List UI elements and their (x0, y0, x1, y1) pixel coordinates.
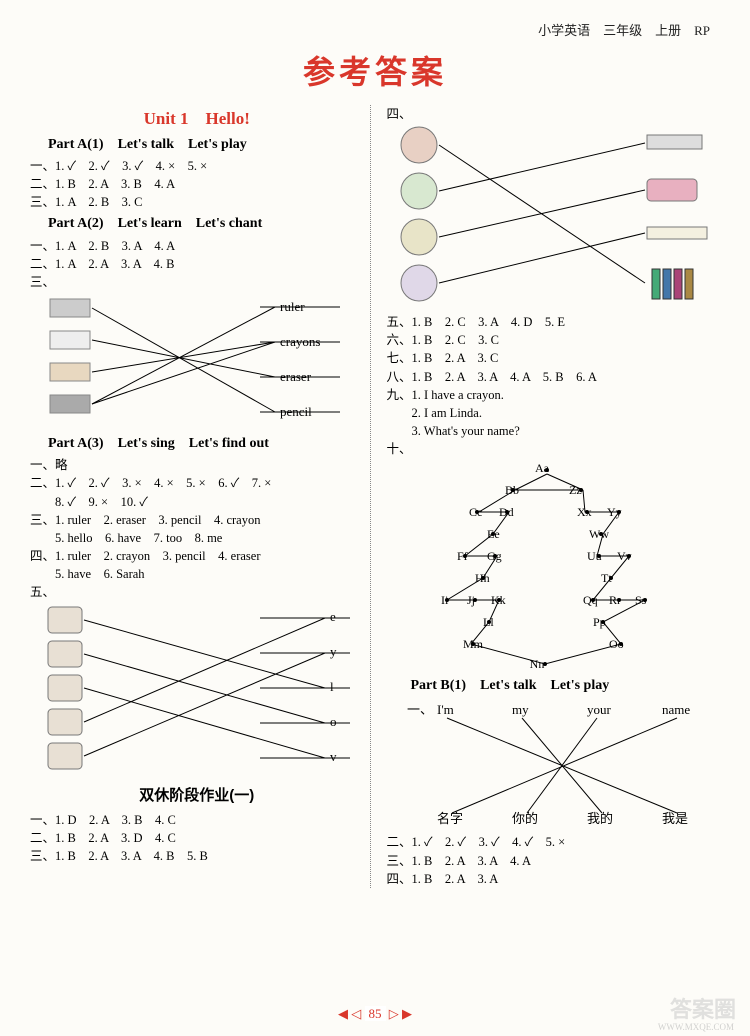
b1-star-matching: 一、 I'm my your name 名字 你的 我的 我是 (387, 698, 721, 833)
b1-l3: 三、1. B 2. A 3. A 4. A (387, 852, 721, 870)
r-ten: 十、 (387, 440, 721, 458)
svg-text:v: v (330, 749, 337, 764)
a3-l2b: 8. ✓ 9. × 10. ✓ (30, 493, 364, 511)
r-eight: 八、1. B 2. A 3. A 4. A 5. B 6. A (387, 368, 721, 386)
right-column: 四、 (381, 105, 721, 888)
word-your: your (587, 702, 612, 717)
hw-l2: 二、1. B 2. A 3. D 4. C (30, 829, 364, 847)
girl-icon (401, 127, 437, 163)
r-nine2: 2. I am Linda. (387, 404, 721, 422)
bear-icon (401, 219, 437, 255)
r-nine3: 3. What's your name? (387, 422, 721, 440)
svg-text:一、: 一、 (407, 702, 433, 717)
a3-hand-matching: e y l o v (30, 601, 364, 781)
hand-icon (48, 743, 82, 769)
four-matching-diagram (387, 123, 721, 313)
boy-icon (401, 173, 437, 209)
word-wode: 我的 (587, 811, 613, 826)
r-four: 四、 (387, 105, 721, 123)
word-my: my (512, 702, 529, 717)
word-name: name (662, 702, 690, 717)
eraser-icon (647, 179, 697, 201)
a3-l2: 二、1. ✓ 2. ✓ 3. × 4. × 5. × 6. ✓ 7. × (30, 474, 364, 492)
a2-matching-diagram: ruler crayons eraser pencil (30, 291, 364, 431)
a3-l3: 三、1. ruler 2. eraser 3. pencil 4. crayon (30, 511, 364, 529)
page-number: ◀ ◁ 85 ▷ ▶ (0, 1006, 750, 1022)
crayons-icon (652, 269, 693, 299)
main-title: 参考答案 (30, 47, 720, 93)
unit-title: Unit 1 Hello! (30, 107, 364, 132)
watermark-url: WWW.MXQE.COM (658, 1022, 734, 1032)
svg-text:e: e (330, 609, 336, 624)
header-meta: 小学英语 三年级 上册 RP (30, 20, 720, 39)
a3-l5: 五、 (30, 583, 364, 601)
owl-icon (401, 265, 437, 301)
a2-line1: 一、1. A 2. B 3. A 4. A (30, 237, 364, 255)
word-nide: 你的 (512, 811, 538, 826)
homework-title: 双休阶段作业(一) (30, 785, 364, 807)
a3-l4: 四、1. ruler 2. crayon 3. pencil 4. eraser (30, 547, 364, 565)
b1-l4: 四、1. B 2. A 3. A (387, 870, 721, 888)
r-seven: 七、1. B 2. A 3. C (387, 349, 721, 367)
a2-line3: 三、 (30, 273, 364, 291)
word-mingzi: 名字 (437, 811, 463, 826)
hand-icon (48, 709, 82, 735)
svg-text:o: o (330, 714, 337, 729)
part-a2-title: Part A(2) Let's learn Let's chant (48, 214, 364, 234)
svg-text:l: l (330, 679, 334, 694)
pencil-icon (647, 135, 702, 149)
ruler-icon (647, 227, 707, 239)
left-column: Unit 1 Hello! Part A(1) Let's talk Let's… (30, 105, 371, 888)
a1-line3: 三、1. A 2. B 3. C (30, 193, 364, 211)
a3-l4b: 5. have 6. Sarah (30, 565, 364, 583)
a2-line2: 二、1. A 2. A 3. A 4. B (30, 255, 364, 273)
svg-text:Nn: Nn (529, 657, 544, 671)
a1-line2: 二、1. B 2. A 3. B 4. A (30, 175, 364, 193)
r-nine: 九、1. I have a crayon. (387, 386, 721, 404)
part-a3-title: Part A(3) Let's sing Let's find out (48, 434, 364, 454)
a3-l3b: 5. hello 6. have 7. too 8. me (30, 529, 364, 547)
hand-icon (48, 607, 82, 633)
r-six: 六、1. B 2. C 3. C (387, 331, 721, 349)
watermark: 答案圈 (670, 992, 736, 1024)
a1-line1: 一、1. ✓ 2. ✓ 3. ✓ 4. × 5. × (30, 157, 364, 175)
b1-l2: 二、1. ✓ 2. ✓ 3. ✓ 4. ✓ 5. × (387, 833, 721, 851)
svg-text:Aa: Aa (535, 461, 550, 475)
a3-l1: 一、略 (30, 456, 364, 474)
part-a1-title: Part A(1) Let's talk Let's play (48, 135, 364, 155)
alphabet-tree: Aa BbZz CcDdXxYy EeWw FfGgUuVv HhTt IiJj… (387, 458, 721, 673)
hand-icon (48, 641, 82, 667)
r-five: 五、1. B 2. C 3. A 4. D 5. E (387, 313, 721, 331)
hw-l1: 一、1. D 2. A 3. B 4. C (30, 811, 364, 829)
word-woshi: 我是 (662, 811, 688, 826)
svg-text:y: y (330, 644, 337, 659)
word-im: I'm (437, 702, 454, 717)
part-b1-title: Part B(1) Let's talk Let's play (411, 676, 721, 696)
hand-icon (48, 675, 82, 701)
hw-l3: 三、1. B 2. A 3. A 4. B 5. B (30, 847, 364, 865)
